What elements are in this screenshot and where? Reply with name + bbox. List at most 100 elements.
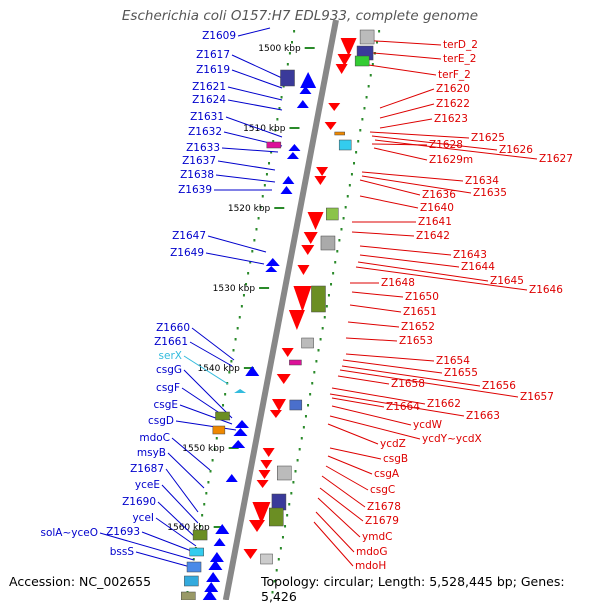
reverse-leader-line <box>379 88 435 109</box>
reverse-leader-line <box>329 415 421 440</box>
forward-feature-block <box>212 425 226 435</box>
forward-gene-label: Z1693 <box>106 526 140 538</box>
forward-feature-arrow <box>208 560 223 570</box>
reverse-feature-arrow <box>260 460 273 469</box>
forward-feature-arrow <box>206 572 221 582</box>
forward-feature-block <box>215 411 230 421</box>
forward-feature-arrow <box>213 538 226 546</box>
reverse-feature-arrow <box>258 470 271 479</box>
reverse-feature-arrow <box>307 212 324 230</box>
reverse-leader-line <box>342 359 443 374</box>
reverse-feature-arrow <box>288 310 305 330</box>
forward-feature-arrow <box>286 152 299 159</box>
forward-leader-line <box>171 437 211 471</box>
reverse-leader-line <box>369 131 470 139</box>
reverse-gene-label: Z1640 <box>420 202 454 214</box>
forward-feature-block <box>184 575 199 587</box>
kbp-label: 1500 kbp <box>258 44 301 54</box>
forward-leader-line <box>179 404 233 425</box>
forward-gene-label: Z1638 <box>180 169 214 181</box>
forward-feature-arrow <box>300 72 317 88</box>
forward-feature-arrow <box>296 100 309 108</box>
reverse-feature-arrow <box>328 103 341 111</box>
kbp-label: 1550 kbp <box>182 444 225 454</box>
forward-gene-label: Z1690 <box>122 496 156 508</box>
reverse-leader-line <box>315 511 355 553</box>
reverse-feature-block <box>338 139 352 151</box>
reverse-feature-arrow <box>340 38 357 56</box>
reverse-leader-line <box>357 261 489 282</box>
forward-feature-block <box>280 69 295 87</box>
forward-leader-line <box>217 160 276 171</box>
reverse-gene-label: ymdC <box>362 531 392 543</box>
reverse-gene-label: ycdW <box>413 419 443 431</box>
forward-gene-label: Z1660 <box>156 322 190 334</box>
reverse-leader-line <box>361 171 464 182</box>
kbp-label: 1560 kbp <box>167 523 210 533</box>
reverse-feature-block <box>289 359 302 366</box>
forward-feature-arrow <box>204 582 219 592</box>
forward-feature-arrow <box>209 552 224 562</box>
forward-gene-label: csgF <box>156 382 180 394</box>
reverse-feature-arrow <box>303 232 318 244</box>
forward-feature-arrow <box>288 144 301 151</box>
reverse-gene-label: csgA <box>374 468 400 480</box>
reverse-gene-label: terE_2 <box>443 53 476 65</box>
forward-gene-label: Z1619 <box>196 64 230 76</box>
reverse-leader-line <box>345 337 398 342</box>
reverse-leader-line <box>337 375 390 385</box>
reverse-feature-arrow <box>269 410 282 418</box>
reverse-feature-block <box>320 235 336 251</box>
reverse-feature-block <box>326 207 339 221</box>
reverse-leader-line <box>359 179 421 196</box>
forward-gene-label: yceE <box>135 479 160 491</box>
reverse-feature-arrow <box>281 348 294 357</box>
forward-gene-label: serX <box>159 350 182 362</box>
reverse-feature-arrow <box>335 64 348 74</box>
forward-gene-label: Z1633 <box>186 142 220 154</box>
forward-feature-arrow <box>265 258 280 266</box>
reverse-leader-line <box>361 175 472 194</box>
kbp-label: 1530 kbp <box>213 284 256 294</box>
forward-gene-label: Z1617 <box>196 49 230 61</box>
reverse-gene-label: Z1656 <box>482 380 516 392</box>
reverse-feature-arrow <box>262 448 275 457</box>
reverse-leader-line <box>361 63 437 76</box>
reverse-gene-label: Z1648 <box>381 277 415 289</box>
map-title: Escherichia coli O157:H7 EDL933, complet… <box>121 8 479 24</box>
reverse-gene-label: Z1652 <box>401 321 435 333</box>
reverse-gene-label: Z1625 <box>471 132 505 144</box>
reverse-gene-label: mdoG <box>356 546 387 558</box>
reverse-leader-line <box>374 139 538 160</box>
reverse-feature-block <box>269 507 284 527</box>
reverse-gene-label: Z1645 <box>490 275 524 287</box>
forward-leader-line <box>237 27 271 37</box>
forward-leader-line <box>99 532 195 561</box>
reverse-gene-label: Z1653 <box>399 335 433 347</box>
reverse-feature-block <box>334 131 345 136</box>
reverse-leader-line <box>355 266 528 291</box>
forward-leader-line <box>231 54 283 79</box>
forward-gene-label: csgD <box>148 415 174 427</box>
reverse-leader-line <box>359 245 452 256</box>
reverse-leader-line <box>359 254 460 268</box>
reverse-gene-label: Z1623 <box>434 113 468 125</box>
reverse-leader-line <box>359 195 419 209</box>
kbp-label: 1520 kbp <box>228 204 271 214</box>
forward-leader-line <box>141 531 195 553</box>
forward-gene-label: mdoC <box>139 432 170 444</box>
reverse-gene-label: csgC <box>370 484 395 496</box>
forward-feature-arrow <box>265 266 278 272</box>
reverse-feature-arrow <box>256 480 269 488</box>
reverse-gene-label: Z1663 <box>466 410 500 422</box>
reverse-feature-arrow <box>243 549 258 559</box>
forward-leader-line <box>189 341 233 367</box>
reverse-leader-line <box>325 465 369 491</box>
reverse-gene-label: Z1654 <box>436 355 470 367</box>
reverse-gene-label: Z1655 <box>444 367 478 379</box>
forward-leader-line <box>205 252 265 265</box>
reverse-leader-line <box>371 143 428 146</box>
reverse-leader-line <box>327 455 373 475</box>
forward-leader-line <box>227 86 283 101</box>
reverse-gene-label: Z1634 <box>465 175 499 187</box>
